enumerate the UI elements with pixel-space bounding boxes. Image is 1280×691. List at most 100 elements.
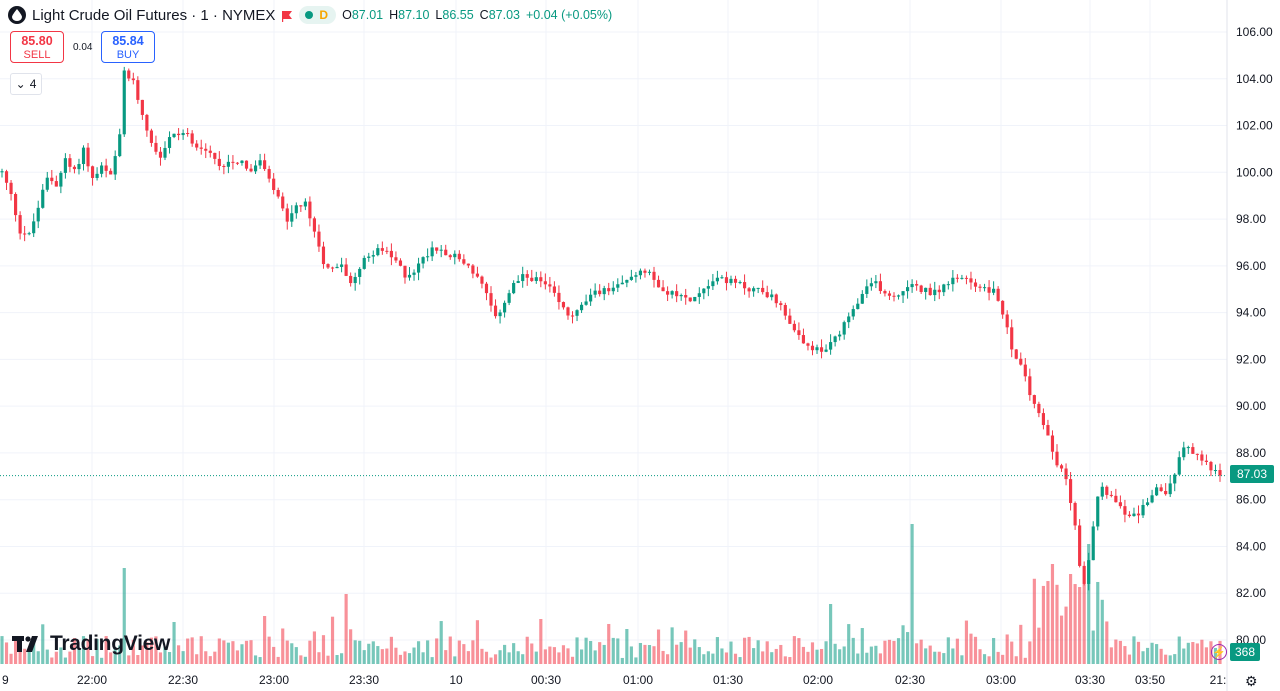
volume-bar [521,654,525,664]
candle-body [118,134,122,157]
candle-body [851,309,855,317]
volume-bar [371,641,375,664]
candle-body [498,312,502,317]
candle-body [806,343,810,346]
volume-bar [435,638,439,664]
market-status[interactable]: D [299,6,337,24]
tradingview-logo[interactable]: TradingView [12,632,170,656]
volume-bar [1023,657,1027,664]
time-tick-label: 00:30 [531,673,561,687]
candle-body [765,292,769,298]
volume-bar [693,639,697,664]
volume-bar [1064,606,1068,664]
volume-bar [824,641,828,664]
volume-bar [131,639,135,664]
symbol-title[interactable]: Light Crude Oil Futures · 1 · NYMEX [32,6,276,24]
volume-bar [63,657,67,664]
sell-button[interactable]: 85.80 SELL [10,31,64,63]
candle-body [484,283,489,294]
candle-body [548,284,552,287]
volume-bar [679,642,683,664]
candle-body [299,205,303,207]
candle-body [593,290,597,295]
volume-bar [1100,599,1104,664]
volume-bar [1132,636,1136,664]
volume-bar [742,637,747,664]
gear-icon[interactable]: ⚙ [1245,673,1258,689]
candle-body [349,275,353,284]
candle-body [530,277,534,281]
volume-bar [982,654,987,664]
candle-body [543,281,547,285]
volume-bar [480,648,484,664]
candle-body [50,177,54,182]
volume-bar [702,654,706,664]
last-volume-label: 368 [1230,643,1260,661]
volume-bar [498,650,502,664]
candle-body [14,194,18,216]
candle-body [711,281,715,287]
candle-body [629,276,633,280]
tradingview-icon [12,636,38,652]
volume-bar [625,629,629,664]
volume-bar [964,620,969,664]
volume-bar [1118,640,1122,664]
volume-bar [1186,642,1190,664]
volume-bar [933,651,937,664]
time-axis[interactable]: 9 22:00 22:30 23:00 23:30 10 00:30 01:00 01:30 02… [2,673,1226,687]
volume-bar [1005,634,1009,664]
candle-body [353,276,357,284]
volume-bar [54,651,58,664]
time-tick-label: 01:00 [623,673,653,687]
candle-body [448,255,452,258]
volume-bar [127,655,131,664]
candle-body [733,278,738,283]
volume-bar [122,568,126,664]
candle-body [158,151,163,158]
lightning-icon[interactable]: ⚡ [1211,644,1227,660]
volume-bar [90,656,95,664]
volume-bar [955,638,959,664]
candle-body [1191,447,1195,454]
candle-body [566,307,570,316]
candle-body [539,277,543,282]
candle-body [847,316,851,323]
flag-icon[interactable] [281,9,293,22]
candle-body [312,218,317,232]
candle-body [244,160,249,169]
time-tick-label: 02:00 [803,673,833,687]
candle-body [1050,435,1055,452]
volume-bar [797,638,801,664]
candle-body [521,274,525,282]
volume-bar [901,625,905,664]
volume-bar [421,652,425,664]
price-axis[interactable]: 106.00 104.00 102.00 100.00 98.00 96.00 94.00 9… [1236,25,1273,647]
delayed-badge: D [319,8,329,22]
volume-bar [915,643,919,664]
candle-body [761,287,765,293]
candle-body [199,147,203,149]
candle-body [59,172,63,187]
candle-body [127,70,131,79]
candle-body [616,284,620,288]
volume-bar [561,645,566,664]
volume-bar [629,646,633,664]
buy-button[interactable]: 85.84 BUY [101,31,155,63]
candle-body [27,233,31,235]
volume-bar [416,641,421,664]
candle-body [1159,487,1163,491]
candle-body [905,287,910,292]
candle-body [770,294,774,298]
candle-body [928,287,932,296]
volume-bar [598,642,602,664]
candle-body [308,201,312,219]
indicators-toggle-button[interactable]: ⌄ 4 [10,73,42,95]
candle-body [933,289,937,296]
volume-bar [290,643,294,664]
volume-bar [887,639,892,664]
volume-bar [1087,544,1091,664]
candle-body [1155,487,1159,496]
candle-body [376,248,380,256]
volume-bar [285,640,289,664]
